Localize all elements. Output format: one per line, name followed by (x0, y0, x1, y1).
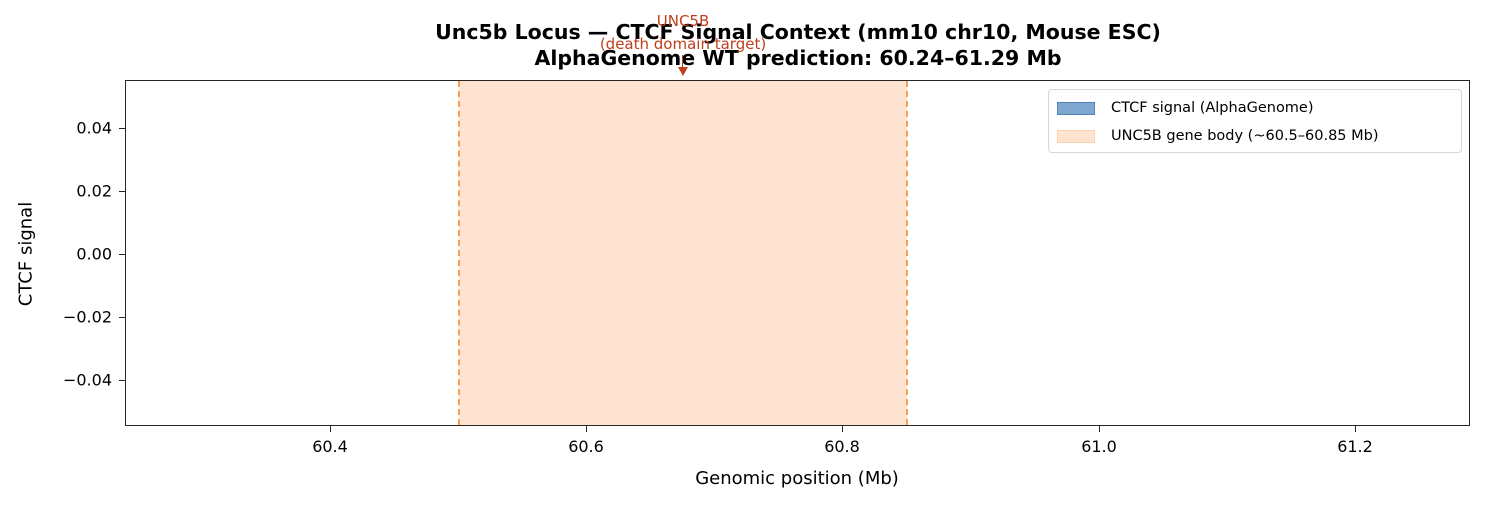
y-tick-label: 0.02 (76, 181, 112, 201)
plot-area (125, 80, 1470, 426)
legend-item-ctcf: CTCF signal (AlphaGenome) (1057, 98, 1314, 118)
x-tick (1099, 426, 1100, 432)
y-tick (119, 254, 125, 255)
legend-swatch-gene-body (1057, 129, 1095, 143)
y-tick (119, 380, 125, 381)
legend-label-gene-body: UNC5B gene body (~60.5–60.85 Mb) (1111, 128, 1379, 144)
legend-item-gene-body: UNC5B gene body (~60.5–60.85 Mb) (1057, 126, 1379, 146)
chart-subtitle: AlphaGenome WT prediction: 60.24–61.29 M… (534, 46, 1062, 70)
y-tick-label: −0.02 (62, 307, 112, 327)
y-tick-label: 0.00 (76, 244, 112, 264)
legend-swatch-ctcf (1057, 101, 1095, 115)
y-tick-label: −0.04 (62, 370, 112, 390)
chart-title: Unc5b Locus — CTCF Signal Context (mm10 … (435, 20, 1161, 44)
legend: CTCF signal (AlphaGenome) UNC5B gene bod… (1048, 89, 1462, 153)
x-tick (1355, 426, 1356, 432)
gene-start-dashed-line (458, 81, 460, 425)
gene-end-dashed-line (906, 81, 908, 425)
x-tick-label: 60.4 (312, 437, 348, 456)
y-tick-label: 0.04 (76, 118, 112, 138)
x-tick (330, 426, 331, 432)
annotation-arrow-icon (678, 67, 688, 76)
x-axis-title: Genomic position (Mb) (695, 468, 899, 489)
y-axis-title: CTCF signal (15, 201, 37, 307)
gene-body-shaded-region (459, 81, 907, 425)
x-tick-label: 60.8 (824, 437, 860, 456)
y-tick (119, 128, 125, 129)
x-tick (842, 426, 843, 432)
y-tick (119, 317, 125, 318)
x-tick-label: 60.6 (568, 437, 604, 456)
x-tick (586, 426, 587, 432)
annotation-gene-note: (death domain target) (599, 35, 767, 53)
legend-label-ctcf: CTCF signal (AlphaGenome) (1111, 100, 1314, 116)
annotation-gene-name: UNC5B (656, 12, 710, 30)
x-tick-label: 61.0 (1081, 437, 1117, 456)
annotation-arrow-shaft (682, 55, 683, 71)
y-tick (119, 191, 125, 192)
x-tick-label: 61.2 (1337, 437, 1373, 456)
